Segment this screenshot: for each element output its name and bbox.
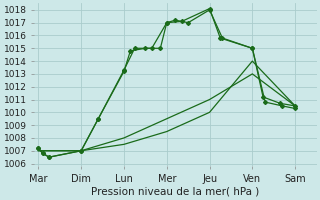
X-axis label: Pression niveau de la mer( hPa ): Pression niveau de la mer( hPa ) — [91, 187, 260, 197]
